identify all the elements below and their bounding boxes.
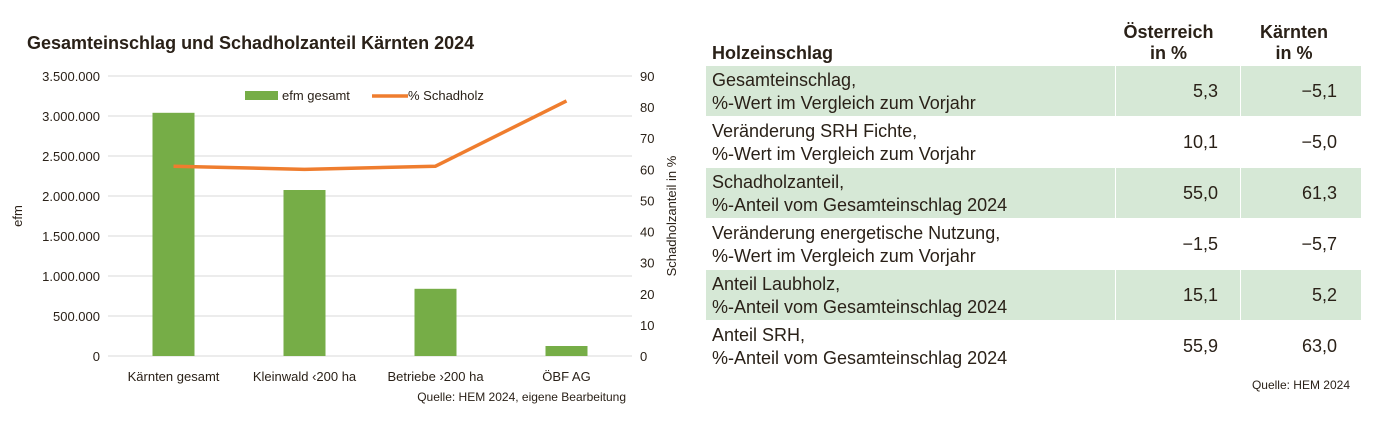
row-label: Veränderung SRH Fichte, %-Wert im Verglei… [706, 117, 1115, 167]
y-tick-label: 0 [93, 349, 100, 364]
row-label-line2: %-Wert im Vergleich zum Vorjahr [712, 93, 976, 113]
table-row: Anteil Laubholz, %-Anteil vom Gesamteinsc… [706, 270, 1362, 320]
chart-source: Quelle: HEM 2024, eigene Bearbeitung [417, 390, 626, 404]
legend-swatch-bars [245, 91, 278, 100]
header-line: in % [1149, 43, 1187, 63]
y2-tick-label: 80 [640, 100, 654, 115]
row-label: Schadholzanteil, %-Anteil vom Gesamteinsc… [706, 168, 1115, 218]
y-tick-label: 1.000.000 [42, 269, 100, 284]
cell-oesterreich: 15,1 [1116, 270, 1240, 320]
row-label-line1: Anteil SRH, [712, 325, 806, 345]
header-line: in % [1275, 43, 1313, 63]
row-label-line2: %-Wert im Vergleich zum Vorjahr [712, 246, 976, 266]
cell-oesterreich: 55,0 [1116, 168, 1240, 218]
cell-oesterreich: 55,9 [1182, 335, 1218, 356]
header-line: Österreich [1123, 22, 1214, 42]
y2-tick-label: 60 [640, 162, 654, 177]
y-axis-label: efm [10, 205, 25, 227]
x-tick-label: Kärnten gesamt [128, 369, 220, 384]
table-source: Quelle: HEM 2024 [1251, 378, 1350, 392]
row-label-line2: %-Wert im Vergleich zum Vorjahr [712, 144, 976, 164]
row-label: Gesamteinschlag, %-Wert im Vergleich zum … [706, 66, 1115, 116]
y2-tick-label: 10 [640, 318, 654, 333]
table-row: Veränderung SRH Fichte, %-Wert im Verglei… [706, 117, 1362, 167]
table-row: Schadholzanteil, %-Anteil vom Gesamteinsc… [706, 168, 1362, 218]
y-tick-label: 1.500.000 [42, 229, 100, 244]
legend-label-bars: efm gesamt [282, 88, 350, 103]
cell-kaernten: −5,0 [1301, 131, 1337, 152]
table-row: Gesamteinschlag, %-Wert im Vergleich zum … [706, 66, 1362, 116]
row-label-line2: %-Anteil vom Gesamteinschlag 2024 [712, 195, 1008, 215]
cell-oesterreich: 10,1 [1182, 131, 1218, 152]
row-label-line1: Veränderung energetische Nutzung, [712, 223, 1001, 243]
y-tick-label: 500.000 [53, 309, 100, 324]
row-label: Anteil Laubholz, %-Anteil vom Gesamteinsc… [706, 270, 1115, 320]
legend-label-line: % Schadholz [408, 88, 484, 103]
y2-tick-label: 20 [640, 287, 654, 302]
y2-tick-label: 30 [640, 256, 654, 271]
y2-tick-label: 0 [640, 349, 647, 364]
chart-title: Gesamteinschlag und Schadholzanteil Kärn… [27, 33, 475, 53]
y-tick-label: 3.000.000 [42, 109, 100, 124]
y2-tick-label: 50 [640, 193, 654, 208]
cell-kaernten: 63,0 [1301, 335, 1337, 356]
data-table: Holzeinschlag Österreich in % Kärnten in %… [706, 20, 1362, 372]
row-label: Veränderung energetische Nutzung, %-Wert … [706, 219, 1115, 269]
header-kaernten: Kärnten in % [1239, 22, 1349, 64]
row-label-line2: %-Anteil vom Gesamteinschlag 2024 [712, 348, 1008, 368]
y2-tick-label: 70 [640, 131, 654, 146]
cell-kaernten: 61,3 [1241, 168, 1361, 218]
x-tick-label: ÖBF AG [542, 369, 590, 384]
x-tick-label: Kleinwald ‹200 ha [253, 369, 357, 384]
bar [152, 112, 195, 356]
y-tick-label: 2.000.000 [42, 189, 100, 204]
header-holzeinschlag: Holzeinschlag [712, 43, 834, 63]
row-label-line1: Veränderung SRH Fichte, [712, 121, 918, 141]
row-label-line1: Gesamteinschlag, [712, 70, 857, 90]
header-oesterreich: Österreich in % [1116, 22, 1221, 64]
chart: 0 500.000 1.000.000 1.500.000 2.000.000 2.500… [10, 69, 679, 404]
y-tick-label: 2.500.000 [42, 149, 100, 164]
y-tick-label: 3.500.000 [42, 69, 100, 84]
header-line: Kärnten [1259, 22, 1328, 42]
row-label-line2: %-Anteil vom Gesamteinschlag 2024 [712, 297, 1008, 317]
x-tick-label: Betriebe ›200 ha [387, 369, 484, 384]
y2-tick-label: 40 [640, 225, 654, 240]
table-row: Anteil SRH, %-Anteil vom Gesamteinschlag … [706, 321, 1362, 371]
row-label-line1: Schadholzanteil, [712, 172, 845, 192]
cell-kaernten: −5,1 [1241, 66, 1361, 116]
table-header: Holzeinschlag Österreich in % Kärnten in % [706, 20, 1362, 66]
cell-kaernten: −5,7 [1301, 233, 1337, 254]
row-label: Anteil SRH, %-Anteil vom Gesamteinschlag … [706, 321, 1115, 371]
y2-axis-label: Schadholzanteil in % [664, 155, 679, 276]
bar [414, 288, 457, 356]
bar [283, 190, 326, 356]
bar [545, 346, 588, 356]
cell-oesterreich: 5,3 [1116, 66, 1240, 116]
cell-oesterreich: −1,5 [1182, 233, 1218, 254]
schadholz-line [173, 99, 568, 172]
cell-kaernten: 5,2 [1241, 270, 1361, 320]
row-label-line1: Anteil Laubholz, [712, 274, 841, 294]
table-row: Veränderung energetische Nutzung, %-Wert … [706, 219, 1362, 269]
y2-tick-label: 90 [640, 69, 654, 84]
